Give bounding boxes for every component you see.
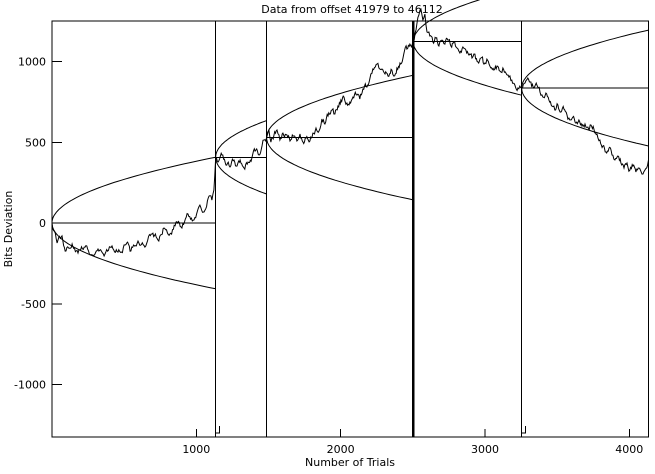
random-walk-line (51, 7, 649, 258)
x-tick-label: 2000 (327, 443, 355, 456)
x-tick-label: 1000 (182, 443, 210, 456)
y-tick-label: 500 (25, 136, 46, 149)
y-tick-label: -500 (21, 298, 46, 311)
segment-start-lines (52, 41, 649, 224)
chart-title: Data from offset 41979 to 46112 (261, 3, 443, 16)
y-tick-label: 0 (39, 217, 46, 230)
x-tick-label: 3000 (471, 443, 499, 456)
y-axis-ticks: -1000 -500 0 500 1000 (14, 56, 62, 392)
x-tick-label: 4000 (615, 443, 643, 456)
y-axis-label: Bits Deviation (2, 191, 15, 268)
plot-frame (51, 20, 649, 438)
y-tick-label: 1000 (18, 56, 46, 69)
x-axis-ticks: 1000 2000 3000 4000 (182, 429, 643, 456)
x-axis-label: Number of Trials (305, 456, 395, 469)
envelope-curves (51, 0, 649, 290)
y-tick-label: -1000 (14, 379, 46, 392)
